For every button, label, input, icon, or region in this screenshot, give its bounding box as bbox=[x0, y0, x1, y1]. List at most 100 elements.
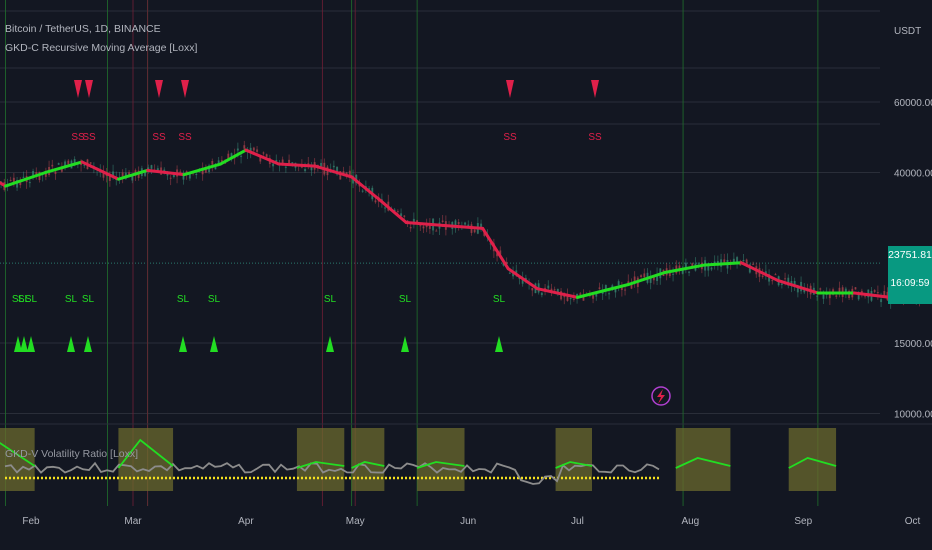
candle-body bbox=[12, 177, 15, 183]
short-signal-arrow bbox=[591, 80, 599, 98]
candle-body bbox=[35, 172, 38, 175]
candle-body bbox=[489, 243, 492, 245]
rma-segment bbox=[663, 263, 707, 275]
candle-body bbox=[582, 296, 585, 301]
candle-body bbox=[374, 200, 377, 203]
candle-body bbox=[608, 293, 611, 295]
rma-segment bbox=[441, 223, 485, 230]
lower-indicator-title[interactable]: GKD-V Volatility Ratio [Loxx] bbox=[5, 448, 139, 460]
candle-body bbox=[828, 293, 831, 299]
long-signal-arrow bbox=[67, 336, 75, 352]
volatility-ratio-line bbox=[4, 461, 660, 485]
candle-body bbox=[275, 159, 278, 163]
time-axis[interactable]: FebMarAprMayJunJulAugSepOctNovDec2023Feb… bbox=[22, 516, 932, 527]
long-signal-arrow bbox=[27, 336, 35, 352]
rma-segment bbox=[182, 162, 222, 177]
candle-body bbox=[169, 177, 172, 179]
candle-body bbox=[227, 153, 230, 160]
price-axis-label: 10000.00 bbox=[894, 409, 932, 420]
candle-body bbox=[204, 167, 207, 173]
candle-body bbox=[128, 172, 131, 177]
candle-body bbox=[16, 180, 19, 188]
candle-body bbox=[425, 225, 428, 228]
candle-body bbox=[368, 188, 371, 190]
candle-body bbox=[457, 222, 460, 225]
time-axis-label: Sep bbox=[794, 516, 812, 527]
candle-body bbox=[739, 263, 742, 266]
candle-body bbox=[243, 145, 246, 149]
candle-body bbox=[361, 190, 364, 192]
candle-body bbox=[787, 277, 790, 286]
price-axis[interactable]: USDT 60000.00 40000.00 15000.00 10000.00 bbox=[894, 26, 932, 420]
volatility-period-block bbox=[351, 428, 385, 491]
candle-body bbox=[467, 224, 470, 227]
rma-segment bbox=[852, 291, 893, 299]
candle-body bbox=[816, 295, 819, 297]
candle-body bbox=[684, 262, 687, 268]
time-axis-label: May bbox=[346, 516, 365, 527]
candle-body bbox=[252, 147, 255, 151]
candle-body bbox=[624, 289, 627, 291]
candle-body bbox=[396, 211, 399, 213]
candle-body bbox=[844, 288, 847, 295]
candle-body bbox=[284, 166, 287, 168]
candle-body bbox=[505, 261, 508, 264]
candle-body bbox=[547, 285, 550, 289]
candle-body bbox=[598, 287, 601, 289]
candle-body bbox=[332, 165, 335, 168]
candle-body bbox=[496, 253, 499, 257]
rma-segment bbox=[379, 199, 408, 224]
candle-body bbox=[259, 156, 262, 162]
symbol-title[interactable]: Bitcoin / TetherUS, 1D, BINANCE bbox=[5, 23, 161, 35]
candle-body bbox=[873, 290, 876, 292]
candle-body bbox=[572, 298, 575, 300]
candle-body bbox=[480, 223, 483, 228]
candle-body bbox=[771, 280, 774, 282]
long-signal-label: SL bbox=[25, 294, 38, 305]
candle-body bbox=[428, 223, 431, 229]
short-signal-arrow bbox=[181, 80, 189, 98]
candle-body bbox=[617, 281, 620, 286]
rma-segment bbox=[535, 287, 579, 299]
candle-body bbox=[281, 159, 284, 165]
candle-body bbox=[611, 285, 614, 289]
volatility-period-block bbox=[0, 428, 35, 491]
candle-body bbox=[144, 171, 147, 176]
long-signal-label: SL bbox=[12, 294, 25, 305]
long-signal-arrow bbox=[326, 336, 334, 352]
candle-body bbox=[854, 287, 857, 290]
lightning-icon[interactable] bbox=[651, 386, 671, 406]
candle-body bbox=[742, 259, 745, 262]
rma-segment bbox=[703, 261, 743, 267]
candle-body bbox=[656, 274, 659, 281]
short-signal-label: SS bbox=[178, 132, 192, 143]
long-signal-label: SL bbox=[399, 294, 412, 305]
rma-segment bbox=[350, 175, 383, 203]
rma-segment bbox=[4, 170, 48, 188]
candle-body bbox=[745, 259, 748, 264]
candle-body bbox=[28, 182, 31, 184]
price-axis-currency: USDT bbox=[894, 26, 921, 37]
candle-body bbox=[83, 164, 86, 166]
indicator-title[interactable]: GKD-C Recursive Moving Average [Loxx] bbox=[5, 42, 198, 54]
candle-body bbox=[201, 167, 204, 175]
time-axis-label: Aug bbox=[681, 516, 699, 527]
volatility-period-block bbox=[555, 428, 592, 491]
rma-segment bbox=[506, 267, 539, 291]
candle-body bbox=[422, 226, 425, 229]
long-signal-arrow bbox=[84, 336, 92, 352]
candle-body bbox=[310, 164, 313, 171]
time-axis-label: Mar bbox=[124, 516, 142, 527]
candle-body bbox=[265, 154, 268, 157]
candle-body bbox=[348, 170, 351, 178]
candle-body bbox=[784, 278, 787, 280]
candle-body bbox=[131, 175, 134, 181]
long-signal-arrow bbox=[401, 336, 409, 352]
candle-body bbox=[236, 148, 239, 151]
signal-vertical-lines bbox=[5, 0, 819, 506]
rma-segment bbox=[244, 148, 281, 166]
candle-body bbox=[521, 277, 524, 284]
candle-body bbox=[566, 294, 569, 301]
candle-body bbox=[214, 166, 217, 170]
